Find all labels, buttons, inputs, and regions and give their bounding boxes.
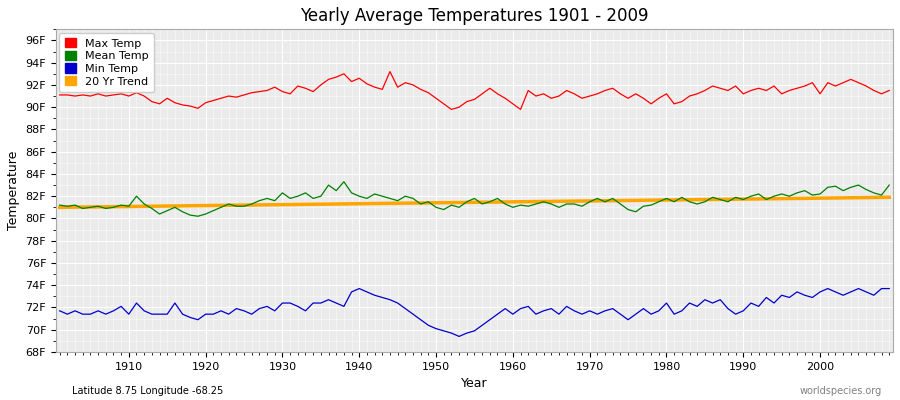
20 Yr Trend	[599, 198, 610, 203]
Min Temp	[523, 304, 534, 309]
Max Temp	[331, 75, 342, 80]
Min Temp	[331, 301, 342, 306]
20 Yr Trend	[116, 204, 127, 209]
20 Yr Trend	[54, 205, 65, 210]
Mean Temp	[292, 194, 303, 199]
Text: Latitude 8.75 Longitude -68.25: Latitude 8.75 Longitude -68.25	[72, 386, 223, 396]
Legend: Max Temp, Mean Temp, Min Temp, 20 Yr Trend: Max Temp, Mean Temp, Min Temp, 20 Yr Tre…	[59, 33, 154, 92]
20 Yr Trend	[331, 202, 342, 206]
Mean Temp	[54, 203, 65, 208]
Max Temp	[284, 92, 295, 96]
Max Temp	[446, 107, 457, 112]
Y-axis label: Temperature: Temperature	[7, 151, 20, 230]
Max Temp	[884, 88, 895, 93]
Text: worldspecies.org: worldspecies.org	[800, 386, 882, 396]
Min Temp	[454, 334, 464, 339]
Mean Temp	[346, 190, 357, 195]
20 Yr Trend	[284, 202, 295, 207]
Max Temp	[54, 92, 65, 97]
Min Temp	[54, 308, 65, 313]
Min Temp	[116, 304, 127, 309]
Mean Temp	[615, 202, 626, 206]
Mean Temp	[515, 203, 526, 208]
Mean Temp	[193, 214, 203, 219]
Max Temp	[615, 92, 626, 96]
Min Temp	[615, 312, 626, 316]
Min Temp	[515, 306, 526, 311]
20 Yr Trend	[500, 200, 510, 204]
Max Temp	[515, 107, 526, 112]
20 Yr Trend	[508, 200, 518, 204]
Max Temp	[523, 88, 534, 93]
Min Temp	[884, 286, 895, 291]
Line: Min Temp: Min Temp	[59, 288, 889, 336]
Mean Temp	[116, 203, 127, 208]
Mean Temp	[523, 204, 534, 209]
Mean Temp	[884, 183, 895, 188]
Line: Mean Temp: Mean Temp	[59, 182, 889, 216]
X-axis label: Year: Year	[461, 377, 488, 390]
Max Temp	[384, 69, 395, 74]
Line: 20 Yr Trend: 20 Yr Trend	[59, 197, 889, 207]
Line: Max Temp: Max Temp	[59, 72, 889, 110]
20 Yr Trend	[884, 195, 895, 200]
Min Temp	[354, 286, 364, 291]
Min Temp	[284, 301, 295, 306]
Title: Yearly Average Temperatures 1901 - 2009: Yearly Average Temperatures 1901 - 2009	[301, 7, 649, 25]
Max Temp	[116, 92, 127, 96]
Mean Temp	[338, 179, 349, 184]
